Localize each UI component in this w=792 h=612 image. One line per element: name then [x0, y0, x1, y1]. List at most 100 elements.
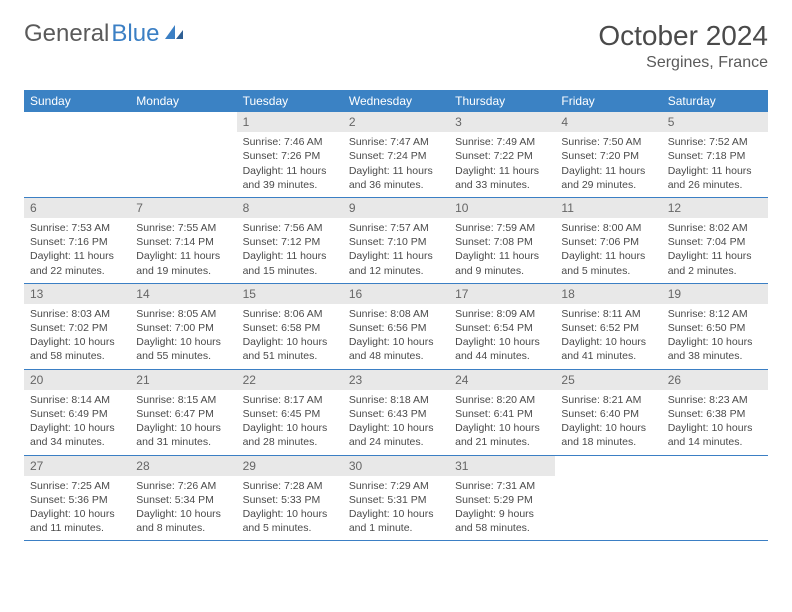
- day-cell: 28Sunrise: 7:26 AMSunset: 5:34 PMDayligh…: [130, 456, 236, 541]
- sunrise-line: Sunrise: 7:26 AM: [136, 479, 230, 493]
- daylight-line: Daylight: 10 hours and 5 minutes.: [243, 507, 337, 535]
- day-number: 28: [130, 456, 236, 476]
- day-cell: 30Sunrise: 7:29 AMSunset: 5:31 PMDayligh…: [343, 456, 449, 541]
- day-number: 12: [662, 198, 768, 218]
- logo-sail-icon: [163, 20, 185, 48]
- sunset-line: Sunset: 7:02 PM: [30, 321, 124, 335]
- daylight-line: Daylight: 11 hours and 26 minutes.: [668, 164, 762, 192]
- sunset-line: Sunset: 7:22 PM: [455, 149, 549, 163]
- sunrise-line: Sunrise: 8:12 AM: [668, 307, 762, 321]
- daylight-line: Daylight: 11 hours and 39 minutes.: [243, 164, 337, 192]
- title-block: October 2024 Sergines, France: [598, 20, 768, 72]
- sunrise-line: Sunrise: 7:56 AM: [243, 221, 337, 235]
- day-details: Sunrise: 7:26 AMSunset: 5:34 PMDaylight:…: [130, 476, 236, 541]
- sunset-line: Sunset: 7:24 PM: [349, 149, 443, 163]
- day-cell: 7Sunrise: 7:55 AMSunset: 7:14 PMDaylight…: [130, 198, 236, 283]
- day-details: Sunrise: 8:15 AMSunset: 6:47 PMDaylight:…: [130, 390, 236, 455]
- sunrise-line: Sunrise: 7:31 AM: [455, 479, 549, 493]
- day-details: Sunrise: 7:28 AMSunset: 5:33 PMDaylight:…: [237, 476, 343, 541]
- sunset-line: Sunset: 7:16 PM: [30, 235, 124, 249]
- day-cell: 8Sunrise: 7:56 AMSunset: 7:12 PMDaylight…: [237, 198, 343, 283]
- sunrise-line: Sunrise: 7:52 AM: [668, 135, 762, 149]
- sunset-line: Sunset: 7:18 PM: [668, 149, 762, 163]
- sunrise-line: Sunrise: 8:00 AM: [561, 221, 655, 235]
- sunset-line: Sunset: 7:12 PM: [243, 235, 337, 249]
- daylight-line: Daylight: 11 hours and 9 minutes.: [455, 249, 549, 277]
- sunset-line: Sunset: 7:26 PM: [243, 149, 337, 163]
- day-details: Sunrise: 7:47 AMSunset: 7:24 PMDaylight:…: [343, 132, 449, 197]
- day-details: Sunrise: 7:49 AMSunset: 7:22 PMDaylight:…: [449, 132, 555, 197]
- weekday-label: Friday: [555, 90, 661, 112]
- sunrise-line: Sunrise: 8:18 AM: [349, 393, 443, 407]
- sunrise-line: Sunrise: 7:55 AM: [136, 221, 230, 235]
- day-number: 10: [449, 198, 555, 218]
- calendar: SundayMondayTuesdayWednesdayThursdayFrid…: [24, 90, 768, 541]
- day-number: 25: [555, 370, 661, 390]
- daylight-line: Daylight: 10 hours and 11 minutes.: [30, 507, 124, 535]
- day-number: 15: [237, 284, 343, 304]
- day-details: Sunrise: 8:12 AMSunset: 6:50 PMDaylight:…: [662, 304, 768, 369]
- weekday-label: Thursday: [449, 90, 555, 112]
- day-details: Sunrise: 8:14 AMSunset: 6:49 PMDaylight:…: [24, 390, 130, 455]
- daylight-line: Daylight: 10 hours and 28 minutes.: [243, 421, 337, 449]
- day-cell: 23Sunrise: 8:18 AMSunset: 6:43 PMDayligh…: [343, 370, 449, 455]
- day-number: 23: [343, 370, 449, 390]
- day-cell: 26Sunrise: 8:23 AMSunset: 6:38 PMDayligh…: [662, 370, 768, 455]
- daylight-line: Daylight: 11 hours and 29 minutes.: [561, 164, 655, 192]
- daylight-line: Daylight: 11 hours and 22 minutes.: [30, 249, 124, 277]
- daylight-line: Daylight: 11 hours and 2 minutes.: [668, 249, 762, 277]
- day-details: Sunrise: 7:55 AMSunset: 7:14 PMDaylight:…: [130, 218, 236, 283]
- day-number: 4: [555, 112, 661, 132]
- day-number: 22: [237, 370, 343, 390]
- day-details: Sunrise: 7:29 AMSunset: 5:31 PMDaylight:…: [343, 476, 449, 541]
- sunrise-line: Sunrise: 7:49 AM: [455, 135, 549, 149]
- sunrise-line: Sunrise: 8:11 AM: [561, 307, 655, 321]
- sunrise-line: Sunrise: 8:05 AM: [136, 307, 230, 321]
- sunrise-line: Sunrise: 7:59 AM: [455, 221, 549, 235]
- daylight-line: Daylight: 10 hours and 44 minutes.: [455, 335, 549, 363]
- sunrise-line: Sunrise: 8:06 AM: [243, 307, 337, 321]
- day-cell: 2Sunrise: 7:47 AMSunset: 7:24 PMDaylight…: [343, 112, 449, 197]
- daylight-line: Daylight: 10 hours and 21 minutes.: [455, 421, 549, 449]
- day-cell: 24Sunrise: 8:20 AMSunset: 6:41 PMDayligh…: [449, 370, 555, 455]
- day-number: 18: [555, 284, 661, 304]
- day-number: 27: [24, 456, 130, 476]
- sunset-line: Sunset: 7:10 PM: [349, 235, 443, 249]
- sunrise-line: Sunrise: 8:20 AM: [455, 393, 549, 407]
- day-number: 31: [449, 456, 555, 476]
- sunset-line: Sunset: 7:08 PM: [455, 235, 549, 249]
- day-details: Sunrise: 7:59 AMSunset: 7:08 PMDaylight:…: [449, 218, 555, 283]
- page-header: GeneralBlue October 2024 Sergines, Franc…: [24, 20, 768, 72]
- sunset-line: Sunset: 7:20 PM: [561, 149, 655, 163]
- day-cell: [24, 112, 130, 197]
- daylight-line: Daylight: 11 hours and 5 minutes.: [561, 249, 655, 277]
- day-cell: 3Sunrise: 7:49 AMSunset: 7:22 PMDaylight…: [449, 112, 555, 197]
- sunset-line: Sunset: 6:56 PM: [349, 321, 443, 335]
- daylight-line: Daylight: 10 hours and 31 minutes.: [136, 421, 230, 449]
- sunrise-line: Sunrise: 8:08 AM: [349, 307, 443, 321]
- day-cell: 1Sunrise: 7:46 AMSunset: 7:26 PMDaylight…: [237, 112, 343, 197]
- sunset-line: Sunset: 6:43 PM: [349, 407, 443, 421]
- day-details: Sunrise: 8:00 AMSunset: 7:06 PMDaylight:…: [555, 218, 661, 283]
- day-cell: 14Sunrise: 8:05 AMSunset: 7:00 PMDayligh…: [130, 284, 236, 369]
- daylight-line: Daylight: 10 hours and 55 minutes.: [136, 335, 230, 363]
- daylight-line: Daylight: 10 hours and 1 minute.: [349, 507, 443, 535]
- day-number: 17: [449, 284, 555, 304]
- day-number: 9: [343, 198, 449, 218]
- sunset-line: Sunset: 6:50 PM: [668, 321, 762, 335]
- weekday-label: Saturday: [662, 90, 768, 112]
- day-details: Sunrise: 7:57 AMSunset: 7:10 PMDaylight:…: [343, 218, 449, 283]
- daylight-line: Daylight: 11 hours and 33 minutes.: [455, 164, 549, 192]
- day-cell: [662, 456, 768, 541]
- day-details: Sunrise: 8:06 AMSunset: 6:58 PMDaylight:…: [237, 304, 343, 369]
- location: Sergines, France: [598, 54, 768, 72]
- day-cell: 10Sunrise: 7:59 AMSunset: 7:08 PMDayligh…: [449, 198, 555, 283]
- sunset-line: Sunset: 6:58 PM: [243, 321, 337, 335]
- sunset-line: Sunset: 6:52 PM: [561, 321, 655, 335]
- logo-text-blue: Blue: [111, 20, 159, 48]
- sunset-line: Sunset: 6:45 PM: [243, 407, 337, 421]
- daylight-line: Daylight: 10 hours and 48 minutes.: [349, 335, 443, 363]
- day-details: Sunrise: 8:23 AMSunset: 6:38 PMDaylight:…: [662, 390, 768, 455]
- weekday-label: Sunday: [24, 90, 130, 112]
- day-details: Sunrise: 8:08 AMSunset: 6:56 PMDaylight:…: [343, 304, 449, 369]
